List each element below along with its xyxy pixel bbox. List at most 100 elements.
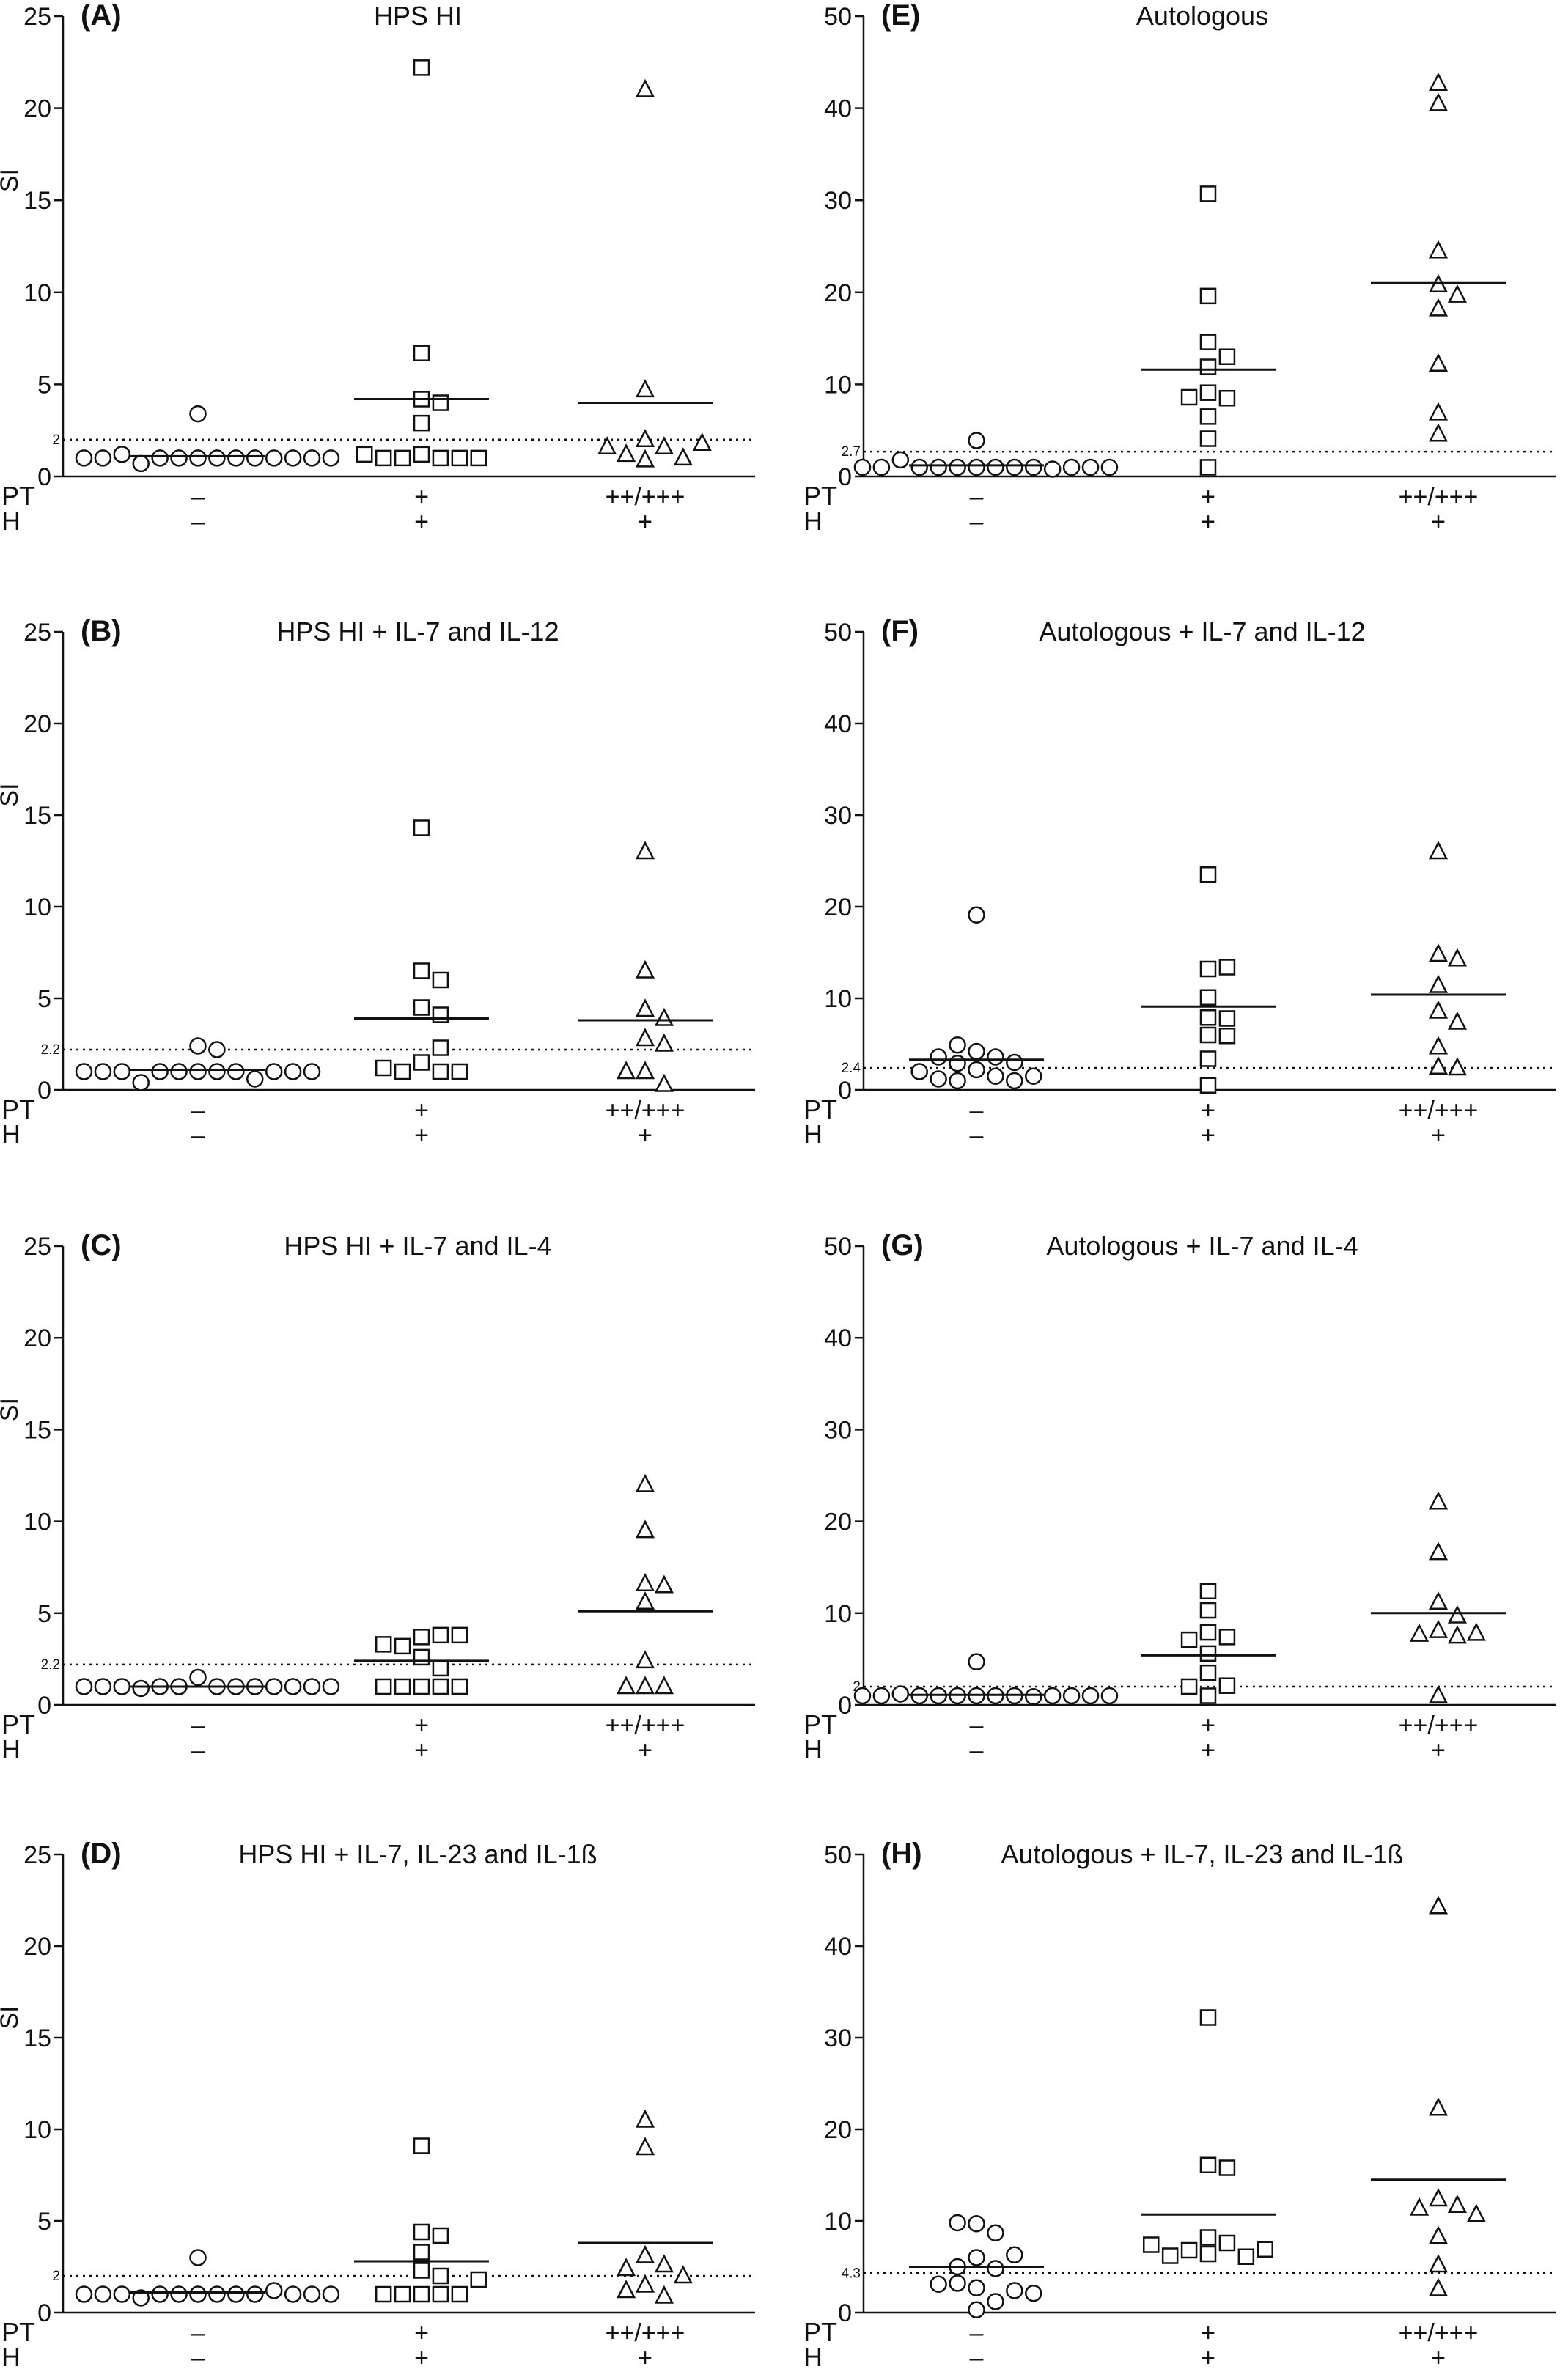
data-point-triangle — [635, 2137, 655, 2156]
data-point-triangle — [1428, 943, 1449, 962]
data-point-triangle — [654, 1676, 674, 1695]
data-point-square — [413, 1678, 430, 1695]
group-triangle: ++/++++ — [1371, 1895, 1506, 2372]
data-point-circle — [1043, 460, 1062, 478]
data-point-circle — [227, 449, 245, 467]
category-label-pt: + — [1201, 1712, 1215, 1739]
group-square: ++ — [1141, 1583, 1276, 1764]
category-label-pt: – — [970, 1712, 984, 1739]
data-point-circle — [930, 458, 947, 476]
group-square: ++ — [354, 1626, 489, 1764]
data-point-circle — [246, 449, 264, 467]
data-point-circle — [189, 405, 207, 423]
data-point-circle — [987, 1067, 1004, 1085]
data-point-circle — [1025, 2285, 1042, 2302]
category-label-pt: – — [191, 2319, 205, 2347]
y-tick-label: 20 — [23, 95, 51, 123]
data-point-square — [1199, 1583, 1217, 1600]
data-point-triangle — [1410, 2197, 1430, 2216]
data-point-circle — [968, 906, 985, 924]
data-point-square — [413, 819, 430, 836]
data-point-square — [1218, 1629, 1236, 1646]
category-label-pt: ++/+++ — [606, 1097, 685, 1124]
group-triangle: ++/++++ — [1371, 1491, 1506, 1764]
row-label-h: H — [1, 1734, 21, 1764]
data-point-triangle — [1428, 1541, 1449, 1561]
group-circle: –– — [75, 405, 340, 536]
y-tick-label: 50 — [824, 1841, 852, 1869]
data-point-triangle — [617, 2258, 636, 2277]
panel-letter: (D) — [81, 1838, 122, 1870]
data-point-circle — [949, 1072, 966, 1090]
y-tick-label: 10 — [23, 279, 51, 307]
data-point-circle — [949, 2274, 966, 2292]
panel-letter: (F) — [881, 615, 919, 647]
row-label-h: H — [1, 1119, 21, 1149]
row-label-h: H — [803, 1734, 823, 1764]
data-point-square — [432, 1006, 449, 1023]
data-point-square — [413, 2137, 430, 2154]
data-point-triangle — [1428, 1000, 1449, 1019]
data-point-triangle — [1428, 1619, 1449, 1638]
category-label-h: – — [970, 508, 984, 536]
data-point-circle — [322, 1678, 340, 1695]
category-label-pt: – — [191, 1097, 205, 1124]
data-point-square — [1218, 389, 1236, 407]
row-label-h: H — [803, 506, 823, 536]
category-label-pt: ++/+++ — [1399, 483, 1479, 511]
panel-letter: (A) — [81, 0, 122, 32]
data-point-circle — [1081, 458, 1100, 476]
data-point-circle — [910, 1063, 928, 1080]
panel-title: HPS HI + IL-7 and IL-4 — [284, 1231, 551, 1261]
data-point-triangle — [1447, 1057, 1467, 1076]
data-point-circle — [987, 1048, 1004, 1066]
category-label-h: + — [414, 1121, 429, 1149]
row-label-pt: PT — [803, 1709, 837, 1739]
group-circle: –– — [909, 906, 1044, 1149]
data-point-circle — [208, 449, 226, 467]
y-tick-label: 30 — [824, 1416, 852, 1444]
data-point-square — [432, 2227, 449, 2244]
data-point-circle — [227, 2285, 245, 2303]
data-point-circle — [1025, 1067, 1042, 1085]
y-tick-label: 40 — [824, 1325, 852, 1352]
category-label-h: + — [1201, 1121, 1215, 1149]
group-circle: –– — [75, 1668, 340, 1764]
data-point-square — [451, 1678, 468, 1695]
data-point-square — [1199, 1645, 1217, 1662]
data-point-circle — [1006, 458, 1023, 476]
data-point-circle — [113, 446, 131, 463]
data-point-triangle — [1447, 2195, 1467, 2213]
data-point-triangle — [1428, 1684, 1449, 1703]
y-tick-label: 10 — [23, 1508, 51, 1536]
data-point-circle — [968, 2301, 985, 2318]
data-point-square — [1199, 408, 1217, 425]
data-point-triangle — [635, 2109, 655, 2128]
data-point-square — [394, 1637, 411, 1655]
row-label-h: H — [803, 1119, 823, 1149]
data-point-circle — [322, 2285, 340, 2303]
data-point-square — [375, 1059, 392, 1077]
data-point-circle — [132, 2289, 150, 2307]
panel-letter: (G) — [881, 1229, 924, 1261]
data-point-circle — [284, 2285, 302, 2303]
data-point-square — [375, 449, 392, 467]
data-point-square — [432, 2267, 449, 2285]
data-point-square — [1199, 1664, 1217, 1681]
category-label-pt: ++/+++ — [1399, 1097, 1479, 1124]
data-point-square — [1199, 334, 1217, 350]
row-label-pt: PT — [1, 2317, 35, 2347]
y-tick-label: 10 — [824, 985, 852, 1013]
data-point-square — [451, 1063, 468, 1080]
category-label-h: + — [414, 1736, 429, 1764]
data-point-square — [432, 1678, 449, 1695]
data-point-circle — [1025, 1687, 1042, 1706]
data-point-circle — [968, 1061, 985, 1079]
data-point-square — [1237, 2248, 1255, 2265]
data-point-square — [1199, 185, 1217, 202]
data-point-triangle — [1428, 72, 1449, 91]
row-label-h: H — [803, 2342, 823, 2372]
